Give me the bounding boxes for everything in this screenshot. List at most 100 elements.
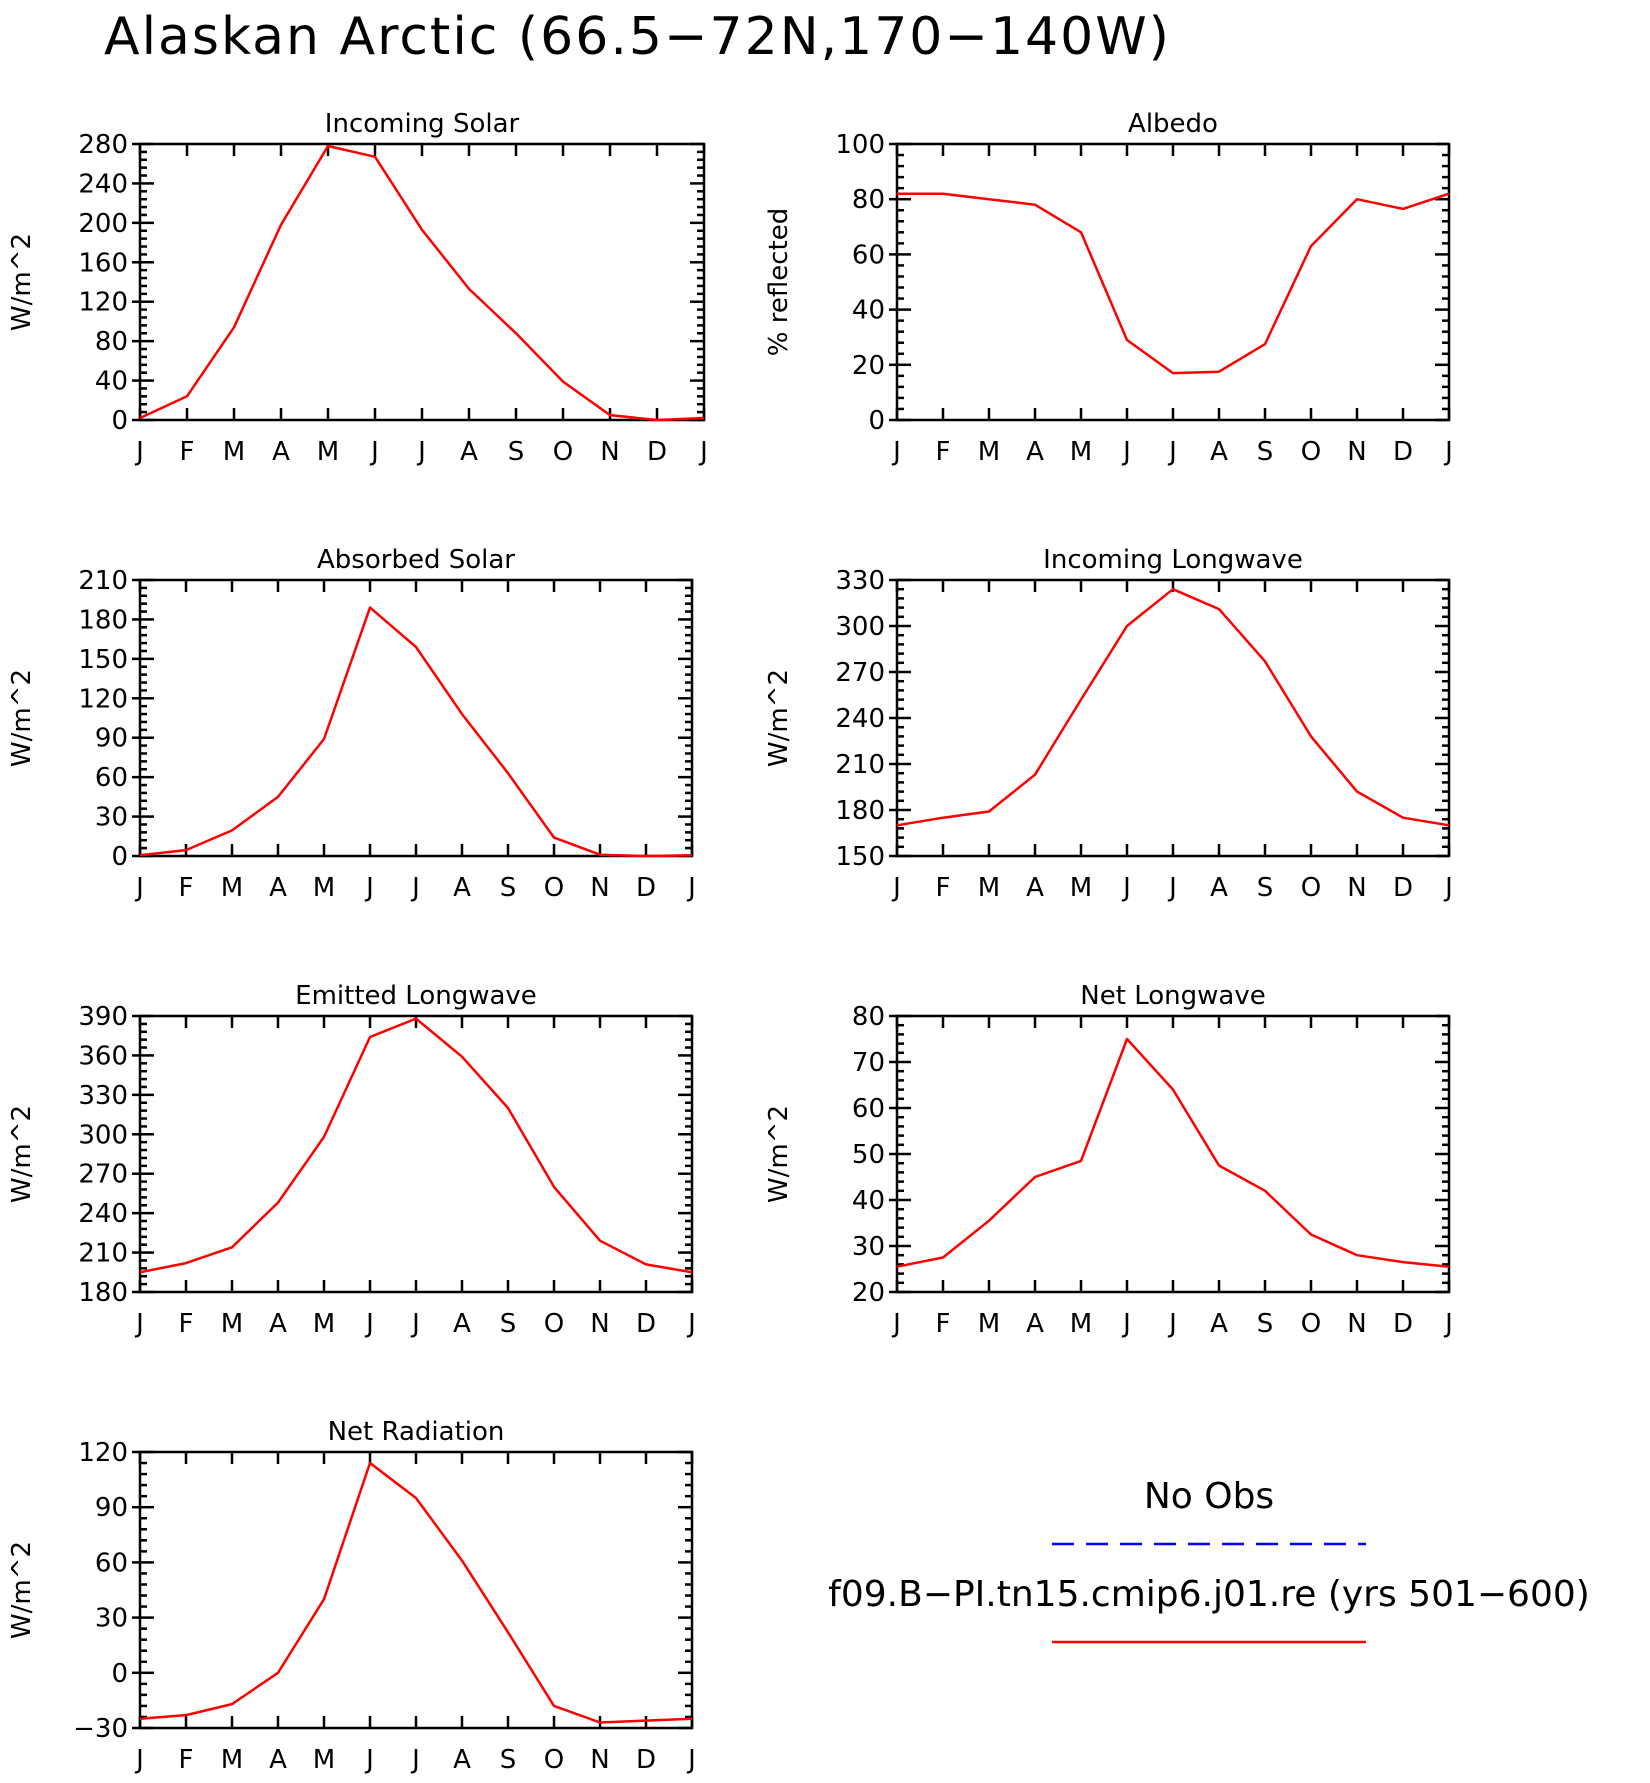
panel-frame	[895, 1014, 1451, 1294]
y-tick-label: 40	[95, 367, 128, 397]
x-tick-label: J	[1443, 873, 1453, 903]
figure-title: Alaskan Arctic (66.5−72N,170−140W)	[104, 7, 1171, 67]
x-tick-label: J	[1121, 1309, 1131, 1339]
y-tick-label: 40	[852, 296, 885, 326]
x-tick-label: A	[1210, 873, 1228, 903]
x-tick-label: J	[891, 1309, 901, 1339]
y-tick-label: 90	[95, 1493, 128, 1523]
y-tick-label: 270	[78, 1160, 128, 1190]
y-tick-label: 180	[78, 1278, 128, 1308]
y-tick-label: 70	[852, 1048, 885, 1078]
y-tick-label: 60	[95, 1548, 128, 1578]
x-tick-label: N	[590, 1309, 609, 1339]
series-line	[139, 1017, 693, 1274]
x-tick-label: M	[317, 437, 339, 467]
x-tick-label: N	[1347, 437, 1366, 467]
x-tick-label: O	[544, 1745, 564, 1775]
x-tick-label: D	[636, 873, 656, 903]
y-tick-label: 20	[852, 1278, 885, 1308]
x-tick-label: F	[180, 437, 195, 467]
x-tick-label: J	[364, 1309, 374, 1339]
x-tick-label: D	[1393, 1309, 1413, 1339]
y-tick-label: 180	[835, 796, 885, 826]
series-line	[139, 144, 705, 422]
x-tick-label: S	[508, 437, 525, 467]
x-tick-label: J	[134, 437, 144, 467]
x-tick-label: A	[453, 873, 471, 903]
x-tick-label: F	[179, 1745, 194, 1775]
y-tick-label: 30	[95, 803, 128, 833]
x-tick-label: S	[500, 1745, 517, 1775]
x-tick-label: M	[313, 1745, 335, 1775]
x-tick-label: F	[936, 1309, 951, 1339]
y-tick-label: 160	[78, 248, 128, 278]
x-tick-label: O	[544, 1309, 564, 1339]
legend-model-label: f09.B−PI.tn15.cmip6.j01.re (yrs 501−600)	[828, 1574, 1590, 1615]
x-tick-label: J	[410, 1745, 420, 1775]
y-tick-label: 240	[835, 704, 885, 734]
x-tick-label: A	[1026, 1309, 1044, 1339]
x-tick-label: N	[1347, 873, 1366, 903]
y-tick-label: 0	[111, 406, 128, 436]
x-tick-label: J	[1167, 873, 1177, 903]
y-tick-label: −30	[73, 1714, 128, 1744]
y-tick-label: 60	[852, 240, 885, 270]
y-tick-label: 280	[78, 130, 128, 160]
y-axis-label: W/m^2	[7, 1105, 37, 1203]
x-tick-label: S	[500, 873, 517, 903]
y-tick-label: 200	[78, 209, 128, 239]
x-tick-label: M	[221, 1309, 243, 1339]
x-tick-label: O	[1301, 437, 1321, 467]
x-tick-label: J	[686, 873, 696, 903]
x-tick-label: A	[1210, 437, 1228, 467]
y-tick-label: 180	[78, 605, 128, 635]
x-tick-label: M	[1070, 873, 1092, 903]
y-tick-label: 20	[852, 351, 885, 381]
series-line	[897, 192, 1450, 375]
x-tick-label: J	[410, 1309, 420, 1339]
x-tick-label: D	[636, 1745, 656, 1775]
x-tick-label: M	[1070, 437, 1092, 467]
x-tick-label: J	[369, 437, 379, 467]
x-tick-label: N	[600, 437, 619, 467]
y-tick-label: 80	[95, 327, 128, 357]
legend: No Obs f09.B−PI.tn15.cmip6.j01.re (yrs 5…	[828, 1476, 1590, 1644]
panel-frame	[138, 1450, 694, 1730]
x-tick-label: J	[686, 1745, 696, 1775]
x-tick-label: J	[134, 873, 144, 903]
y-tick-label: 240	[78, 1199, 128, 1229]
x-tick-label: J	[1121, 873, 1131, 903]
x-tick-label: M	[978, 437, 1000, 467]
y-tick-label: 60	[95, 763, 128, 793]
x-tick-label: M	[313, 1309, 335, 1339]
x-tick-label: J	[1443, 1309, 1453, 1339]
x-tick-label: F	[936, 873, 951, 903]
x-tick-label: J	[134, 1309, 144, 1339]
x-tick-label: O	[1301, 873, 1321, 903]
x-tick-label: O	[544, 873, 564, 903]
x-tick-label: A	[453, 1309, 471, 1339]
x-tick-label: J	[364, 873, 374, 903]
y-tick-label: 210	[78, 1239, 128, 1269]
x-tick-label: J	[364, 1745, 374, 1775]
x-tick-label: M	[1070, 1309, 1092, 1339]
y-tick-label: 300	[78, 1120, 128, 1150]
x-tick-label: A	[269, 873, 287, 903]
x-tick-label: A	[453, 1745, 471, 1775]
panel-frame	[138, 142, 706, 422]
x-tick-label: J	[134, 1745, 144, 1775]
x-tick-label: D	[636, 1309, 656, 1339]
x-tick-label: J	[686, 1309, 696, 1339]
y-tick-label: 0	[111, 1659, 128, 1689]
x-tick-label: J	[410, 873, 420, 903]
y-tick-label: 60	[852, 1094, 885, 1124]
x-tick-label: A	[1026, 873, 1044, 903]
x-tick-label: M	[221, 873, 243, 903]
y-tick-label: 330	[78, 1081, 128, 1111]
x-tick-label: J	[1121, 437, 1131, 467]
